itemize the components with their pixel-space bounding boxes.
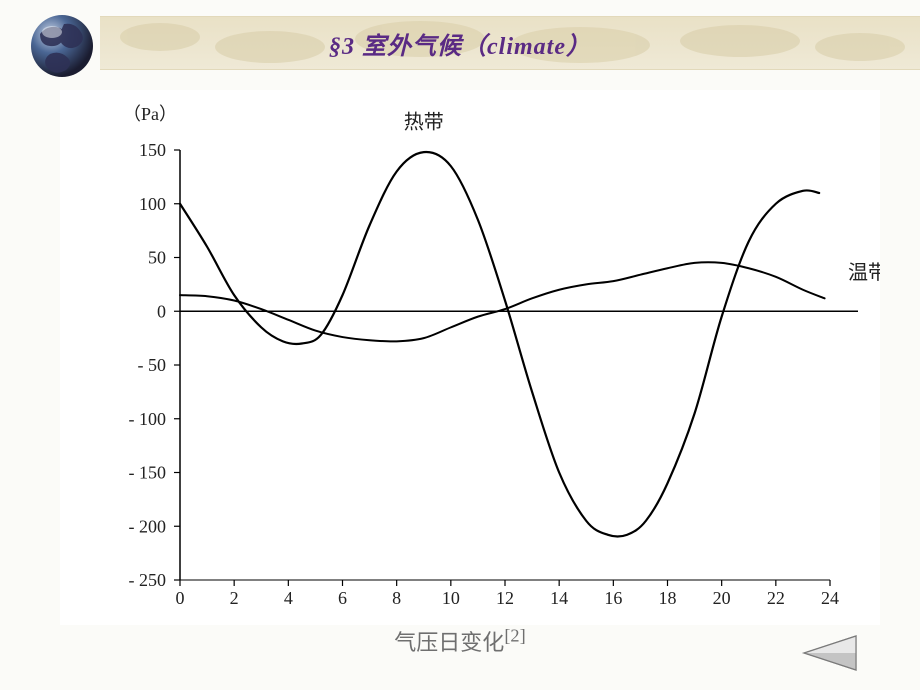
svg-text:- 50: - 50 (138, 355, 167, 375)
svg-text:- 150: - 150 (129, 463, 167, 483)
svg-text:6: 6 (338, 588, 347, 608)
svg-text:24: 24 (821, 588, 839, 608)
svg-text:50: 50 (148, 248, 166, 268)
svg-text:（Pa）: （Pa） (123, 104, 177, 124)
svg-text:20: 20 (713, 588, 731, 608)
svg-text:0: 0 (176, 588, 185, 608)
svg-text:10: 10 (442, 588, 460, 608)
caption-citation: [2] (504, 626, 525, 646)
slide-title: §3 室外气候（climate） (0, 26, 920, 61)
svg-text:22: 22 (767, 588, 785, 608)
svg-text:18: 18 (659, 588, 677, 608)
svg-text:0: 0 (157, 301, 166, 321)
svg-text:8: 8 (392, 588, 401, 608)
chart-caption: 气压日变化[2] (0, 625, 920, 657)
title-bar: §3 室外气候（climate） (0, 10, 920, 74)
svg-text:- 100: - 100 (129, 409, 167, 429)
slide-root: §3 室外气候（climate） 150100500- 50- 100- 150… (0, 0, 920, 690)
svg-text:14: 14 (550, 588, 568, 608)
svg-text:（h）: （h） (872, 588, 880, 608)
svg-text:4: 4 (284, 588, 293, 608)
svg-text:150: 150 (139, 140, 166, 160)
pressure-chart: 150100500- 50- 100- 150- 200- 2500246810… (60, 90, 880, 625)
svg-text:16: 16 (604, 588, 622, 608)
back-icon (798, 634, 860, 672)
svg-text:热带: 热带 (404, 111, 444, 134)
nav-back-button[interactable] (798, 634, 860, 672)
svg-text:12: 12 (496, 588, 514, 608)
caption-text: 气压日变化 (394, 630, 504, 655)
svg-text:100: 100 (139, 194, 166, 214)
svg-text:- 200: - 200 (129, 516, 167, 536)
svg-text:温带: 温带 (848, 261, 880, 284)
svg-text:2: 2 (230, 588, 239, 608)
svg-text:- 250: - 250 (129, 570, 167, 590)
